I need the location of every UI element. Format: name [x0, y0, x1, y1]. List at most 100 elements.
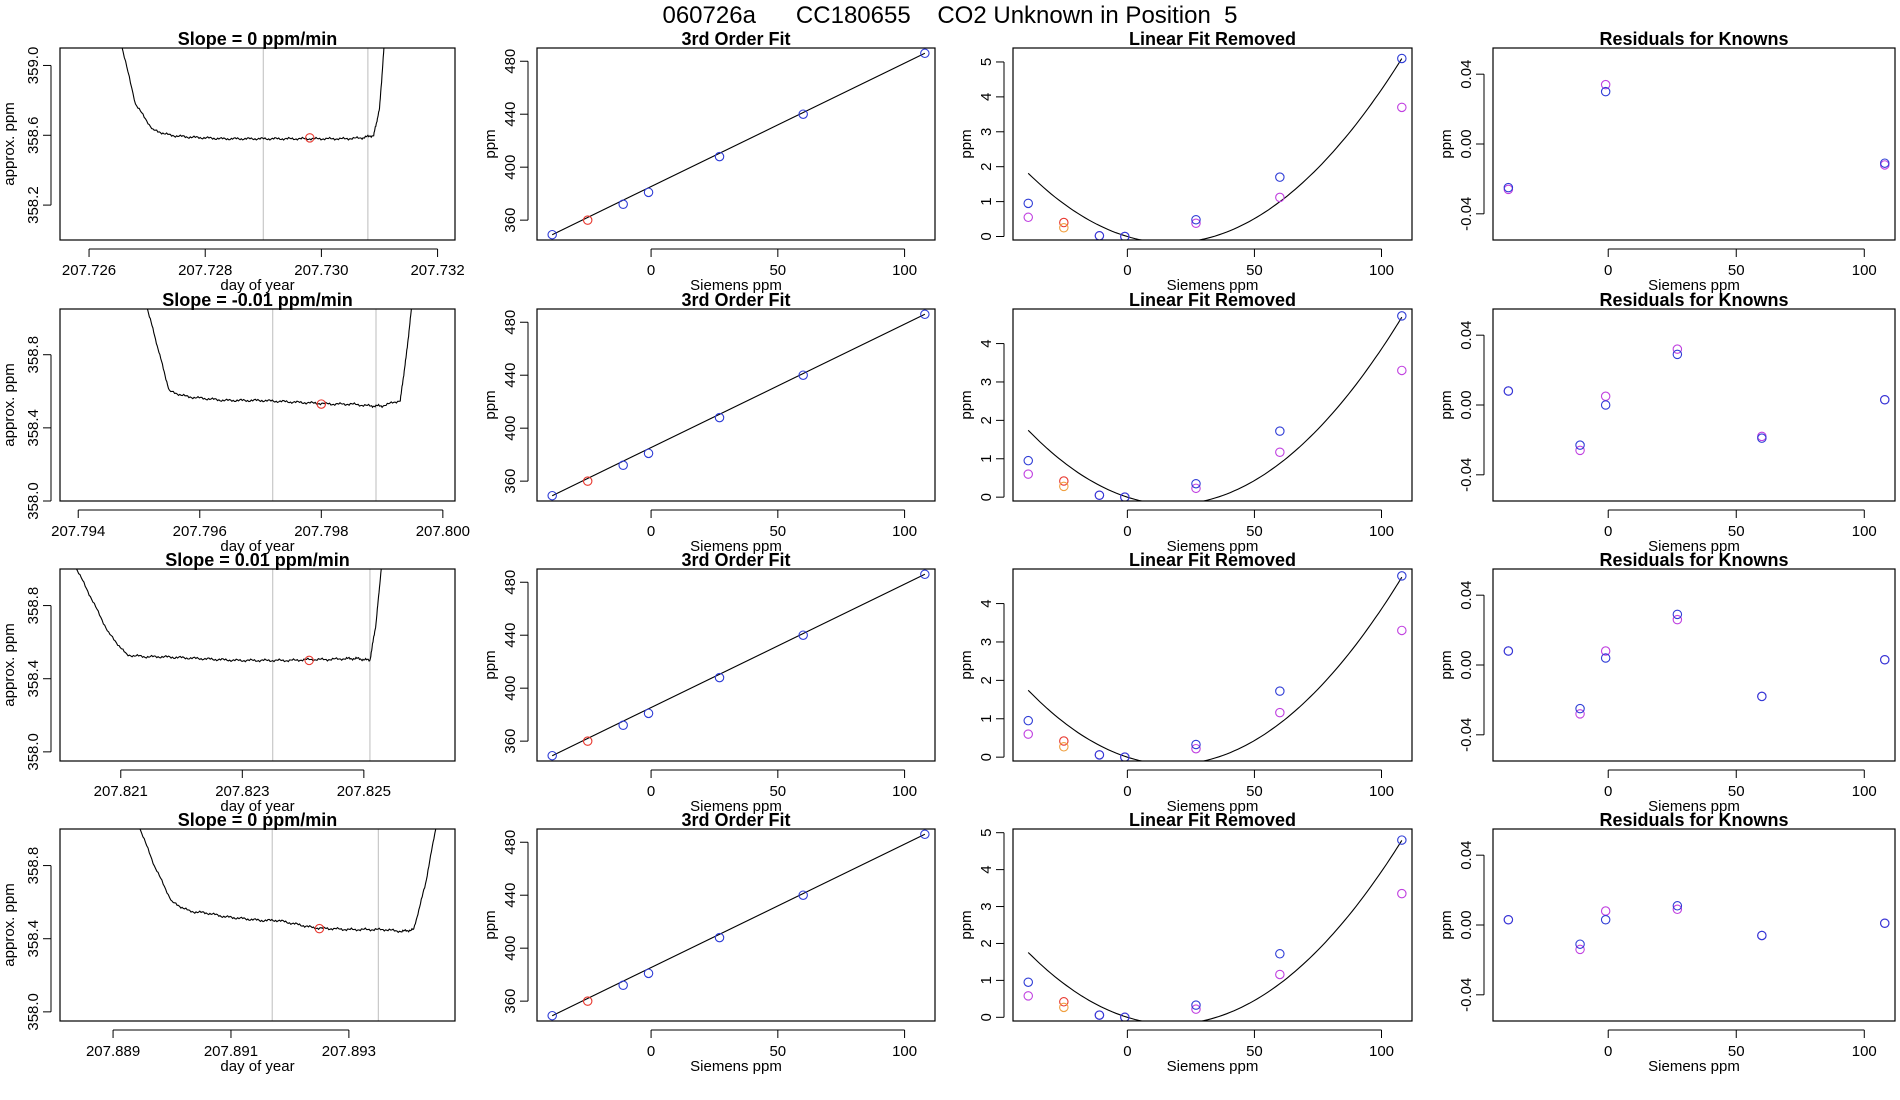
fit-point	[1023, 455, 1033, 466]
x-tick-label: 50	[769, 262, 786, 279]
y-tick-label: 2	[978, 416, 995, 424]
panel-r2-c0: Slope = 0.01 ppm/min 207.821 207.823 207.82…	[1, 550, 456, 815]
plot-area	[1023, 53, 1407, 240]
panel-title: Linear Fit Removed	[1129, 29, 1296, 49]
known-point	[643, 968, 654, 979]
y-tick-label: 0.00	[1458, 650, 1475, 679]
known-point	[643, 448, 654, 459]
y-tick-label: 400	[502, 936, 519, 961]
fit-point	[1023, 977, 1033, 987]
x-tick-label: 100	[1852, 523, 1877, 540]
plot-area	[121, 48, 385, 240]
y-tick-label: -0.04	[1458, 197, 1475, 231]
y-axis-label: ppm	[958, 910, 975, 939]
x-axis-label: Siemens ppm	[690, 1058, 782, 1075]
x-tick-label: 207.798	[294, 523, 348, 540]
residual-point	[1672, 614, 1683, 625]
raw-point	[1397, 102, 1407, 113]
y-tick-label: 0	[978, 493, 995, 501]
series-line	[139, 829, 437, 934]
y-tick-label: 358.2	[25, 186, 42, 224]
x-tick-label: 50	[1246, 262, 1263, 279]
y-tick-label: 0	[978, 753, 995, 761]
raw-point	[1023, 729, 1033, 739]
plot-frame	[1492, 47, 1896, 241]
plot-area	[1503, 79, 1890, 195]
x-tick-label: 50	[1728, 523, 1745, 540]
known-point	[714, 932, 725, 943]
y-tick-label: 358.0	[25, 733, 42, 771]
fit-curve	[1027, 840, 1403, 1021]
panel-title: Linear Fit Removed	[1129, 550, 1296, 570]
raw-point	[1275, 447, 1285, 457]
plot-frame	[1492, 308, 1896, 502]
known-point	[618, 199, 628, 209]
x-tick-label: 207.825	[337, 783, 391, 800]
y-tick-label: 0	[978, 232, 995, 240]
fit-point	[1120, 1012, 1130, 1021]
residual-point	[1575, 703, 1585, 714]
x-tick-label: 100	[1369, 262, 1394, 279]
residual-point	[1757, 930, 1767, 941]
plot-frame	[536, 308, 936, 502]
y-tick-label: 440	[502, 883, 519, 908]
y-tick-label: 358.8	[25, 336, 42, 374]
x-tick-label: 0	[1123, 262, 1131, 279]
panel-r1-c0: Slope = -0.01 ppm/min 207.794 207.796 207.7…	[1, 290, 470, 555]
residual-point	[1672, 904, 1683, 915]
known-point	[798, 890, 808, 900]
residual-point	[1575, 939, 1585, 949]
y-tick-label: 0	[978, 1013, 995, 1021]
panel-r2-c1: 3rd Order Fit 0 50 100 360 400 440 480 Siemens p…	[482, 550, 936, 815]
x-tick-label: 50	[1246, 523, 1263, 540]
fit-point	[1275, 426, 1285, 436]
y-tick-label: 0.04	[1458, 581, 1475, 610]
y-tick-label: 358.4	[25, 409, 42, 447]
y-tick-label: 400	[502, 416, 519, 441]
x-tick-label: 100	[892, 523, 917, 540]
fit-point	[1191, 215, 1201, 225]
panel-title: Linear Fit Removed	[1129, 810, 1296, 830]
unknown-point	[1059, 223, 1069, 233]
known-point	[643, 187, 654, 198]
y-axis-label: ppm	[482, 129, 499, 158]
x-tick-label: 100	[1369, 783, 1394, 800]
residual-point	[1672, 609, 1683, 620]
y-axis-label: ppm	[958, 129, 975, 158]
y-axis-label: ppm	[1438, 650, 1455, 679]
known-point	[618, 720, 628, 730]
y-tick-label: 1	[978, 455, 995, 463]
x-axis-label: Siemens ppm	[1648, 277, 1740, 294]
panel-r2-c2: Linear Fit Removed 0 50 100 0 1 2 3 4 Siemens ppm…	[958, 550, 1413, 815]
unknown-point	[582, 736, 593, 746]
y-tick-label: 1	[978, 197, 995, 205]
fit-line	[551, 833, 926, 1017]
residual-point	[1600, 906, 1611, 916]
residual-point	[1575, 440, 1585, 450]
raw-point	[1191, 743, 1201, 754]
fit-point	[1094, 750, 1105, 760]
fit-point	[1275, 949, 1285, 959]
x-axis-label: day of year	[220, 277, 294, 294]
unknown-point	[582, 996, 593, 1006]
residual-point	[1600, 915, 1611, 925]
unknown-point	[1059, 476, 1069, 486]
y-tick-label: 0.00	[1458, 910, 1475, 939]
known-point	[618, 980, 628, 990]
x-tick-label: 50	[1246, 783, 1263, 800]
raw-point	[1191, 483, 1201, 494]
x-tick-label: 100	[892, 783, 917, 800]
unknown-point	[1059, 1002, 1069, 1013]
panel-r0-c1: 3rd Order Fit 0 50 100 360 400 440 480 Siemens p…	[482, 29, 936, 294]
fit-point	[1191, 739, 1201, 750]
y-axis-label: ppm	[482, 390, 499, 419]
plot-area	[1503, 901, 1890, 955]
series-line	[75, 569, 382, 663]
residual-point	[1672, 901, 1683, 911]
y-tick-label: 360	[502, 989, 519, 1014]
x-axis-label: Siemens ppm	[1648, 1058, 1740, 1075]
x-tick-label: 50	[1728, 1043, 1745, 1060]
x-tick-label: 100	[892, 1043, 917, 1060]
x-tick-label: 0	[647, 1043, 655, 1060]
